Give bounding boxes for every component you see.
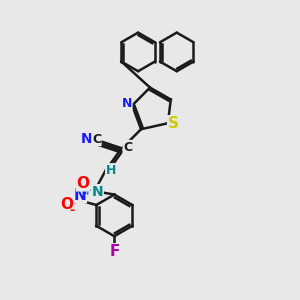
Text: N: N [122,98,132,110]
Text: N: N [92,184,103,199]
Text: S: S [168,116,179,131]
Text: H: H [106,164,116,177]
Text: -: - [70,203,75,217]
Text: O: O [76,176,89,191]
Text: C: C [92,133,101,146]
Text: H: H [85,185,96,198]
Text: +: + [80,186,90,196]
Text: N: N [81,132,93,146]
Text: F: F [109,244,119,259]
Text: C: C [123,140,132,154]
Text: O: O [60,197,74,212]
Text: N: N [74,188,86,203]
